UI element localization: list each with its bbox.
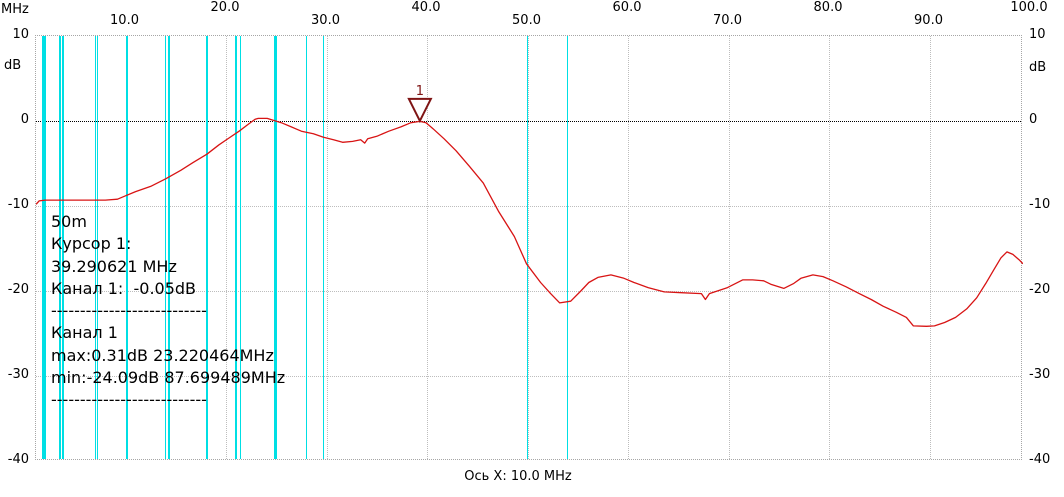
readout-line: max:0.31dB 23.220464MHz bbox=[51, 345, 274, 365]
readout-line: --------------------------- bbox=[51, 390, 207, 410]
x-tick-label: 100.0 bbox=[1010, 0, 1048, 15]
readout-line: Канал 1 bbox=[51, 323, 118, 343]
x-tick-label: 30.0 bbox=[311, 13, 340, 28]
band-marker-line bbox=[59, 36, 61, 459]
y-tick-label: -20 bbox=[1029, 282, 1051, 297]
y-tick-label: 10 bbox=[1029, 27, 1046, 42]
gridline-vertical bbox=[728, 36, 730, 459]
x-axis-unit-label: MHz bbox=[1, 2, 29, 17]
band-marker-line bbox=[239, 36, 242, 459]
y-tick-label: 0 bbox=[1029, 112, 1038, 127]
gridline-horizontal bbox=[36, 291, 1021, 292]
x-tick-label: 10.0 bbox=[110, 13, 139, 28]
gridline-horizontal bbox=[36, 376, 1021, 377]
x-tick-label: 70.0 bbox=[713, 13, 742, 28]
band-marker-line bbox=[206, 36, 209, 459]
x-tick-label: 20.0 bbox=[210, 0, 240, 15]
readout-line: Курсор 1: bbox=[51, 234, 132, 254]
y-tick-label: -40 bbox=[1029, 452, 1051, 467]
readout-line: min:-24.09dB 87.699489MHz bbox=[51, 368, 286, 388]
gridline-vertical bbox=[427, 36, 428, 459]
band-marker-line bbox=[42, 36, 44, 459]
x-tick-label: 90.0 bbox=[914, 13, 943, 28]
y-tick-label: -20 bbox=[7, 282, 29, 297]
band-marker-line bbox=[305, 36, 308, 459]
band-marker-line bbox=[44, 36, 46, 459]
y-tick-label: 0 bbox=[20, 112, 29, 127]
gridline-vertical bbox=[628, 36, 629, 459]
trace-layer bbox=[36, 97, 1023, 327]
band-marker-line bbox=[526, 36, 529, 459]
y-tick-label: -30 bbox=[7, 367, 29, 382]
y-tick-label: -40 bbox=[7, 452, 29, 467]
gridline-vertical bbox=[326, 36, 328, 459]
gridline-vertical bbox=[829, 36, 830, 459]
x-axis-caption: Ось X: 10.0 MHz bbox=[464, 469, 572, 484]
gridline-vertical bbox=[929, 36, 931, 459]
band-marker-line bbox=[62, 36, 64, 459]
gridline-vertical bbox=[226, 36, 227, 459]
y-tick-label: -30 bbox=[1029, 367, 1051, 382]
band-marker-line bbox=[274, 36, 276, 459]
band-marker-line bbox=[235, 36, 237, 459]
readout-line: 50m bbox=[51, 212, 87, 231]
trace-channel-1 bbox=[36, 117, 1023, 327]
band-marker-line bbox=[205, 36, 208, 459]
band-marker-line bbox=[126, 36, 128, 459]
gridline-horizontal bbox=[36, 206, 1021, 207]
x-tick-label: 60.0 bbox=[612, 0, 642, 15]
band-marker-line bbox=[164, 36, 167, 459]
y-axis-unit-label-left: dB bbox=[4, 58, 22, 73]
band-marker-line bbox=[94, 36, 97, 459]
band-marker-line bbox=[275, 36, 277, 459]
y-tick-label: -10 bbox=[1029, 197, 1051, 212]
cursor-readout-panel: 50m Курсор 1: 39.290621 MHz Канал 1: -0.05d… bbox=[51, 211, 285, 412]
x-tick-label: 80.0 bbox=[813, 0, 843, 15]
x-tick-label: 50.0 bbox=[512, 13, 541, 28]
y-tick-label: -10 bbox=[7, 197, 29, 212]
band-marker-line bbox=[96, 36, 99, 459]
x-tick-label: 40.0 bbox=[411, 0, 441, 15]
cursor-1-label: 1 bbox=[415, 83, 424, 99]
band-marker-line bbox=[168, 36, 170, 459]
y-axis-unit-label-right: dB bbox=[1029, 60, 1047, 75]
zero-db-gridline bbox=[36, 121, 1021, 122]
readout-line: 39.290621 MHz bbox=[51, 256, 177, 276]
readout-line: --------------------------- bbox=[51, 301, 207, 321]
y-tick-label: 10 bbox=[12, 27, 29, 42]
readout-line: Канал 1: -0.05dB bbox=[51, 278, 197, 298]
band-marker-line bbox=[566, 36, 569, 459]
cursor-1-marker-icon[interactable] bbox=[407, 97, 433, 124]
plot-area bbox=[35, 35, 1023, 460]
band-marker-line bbox=[322, 36, 325, 459]
